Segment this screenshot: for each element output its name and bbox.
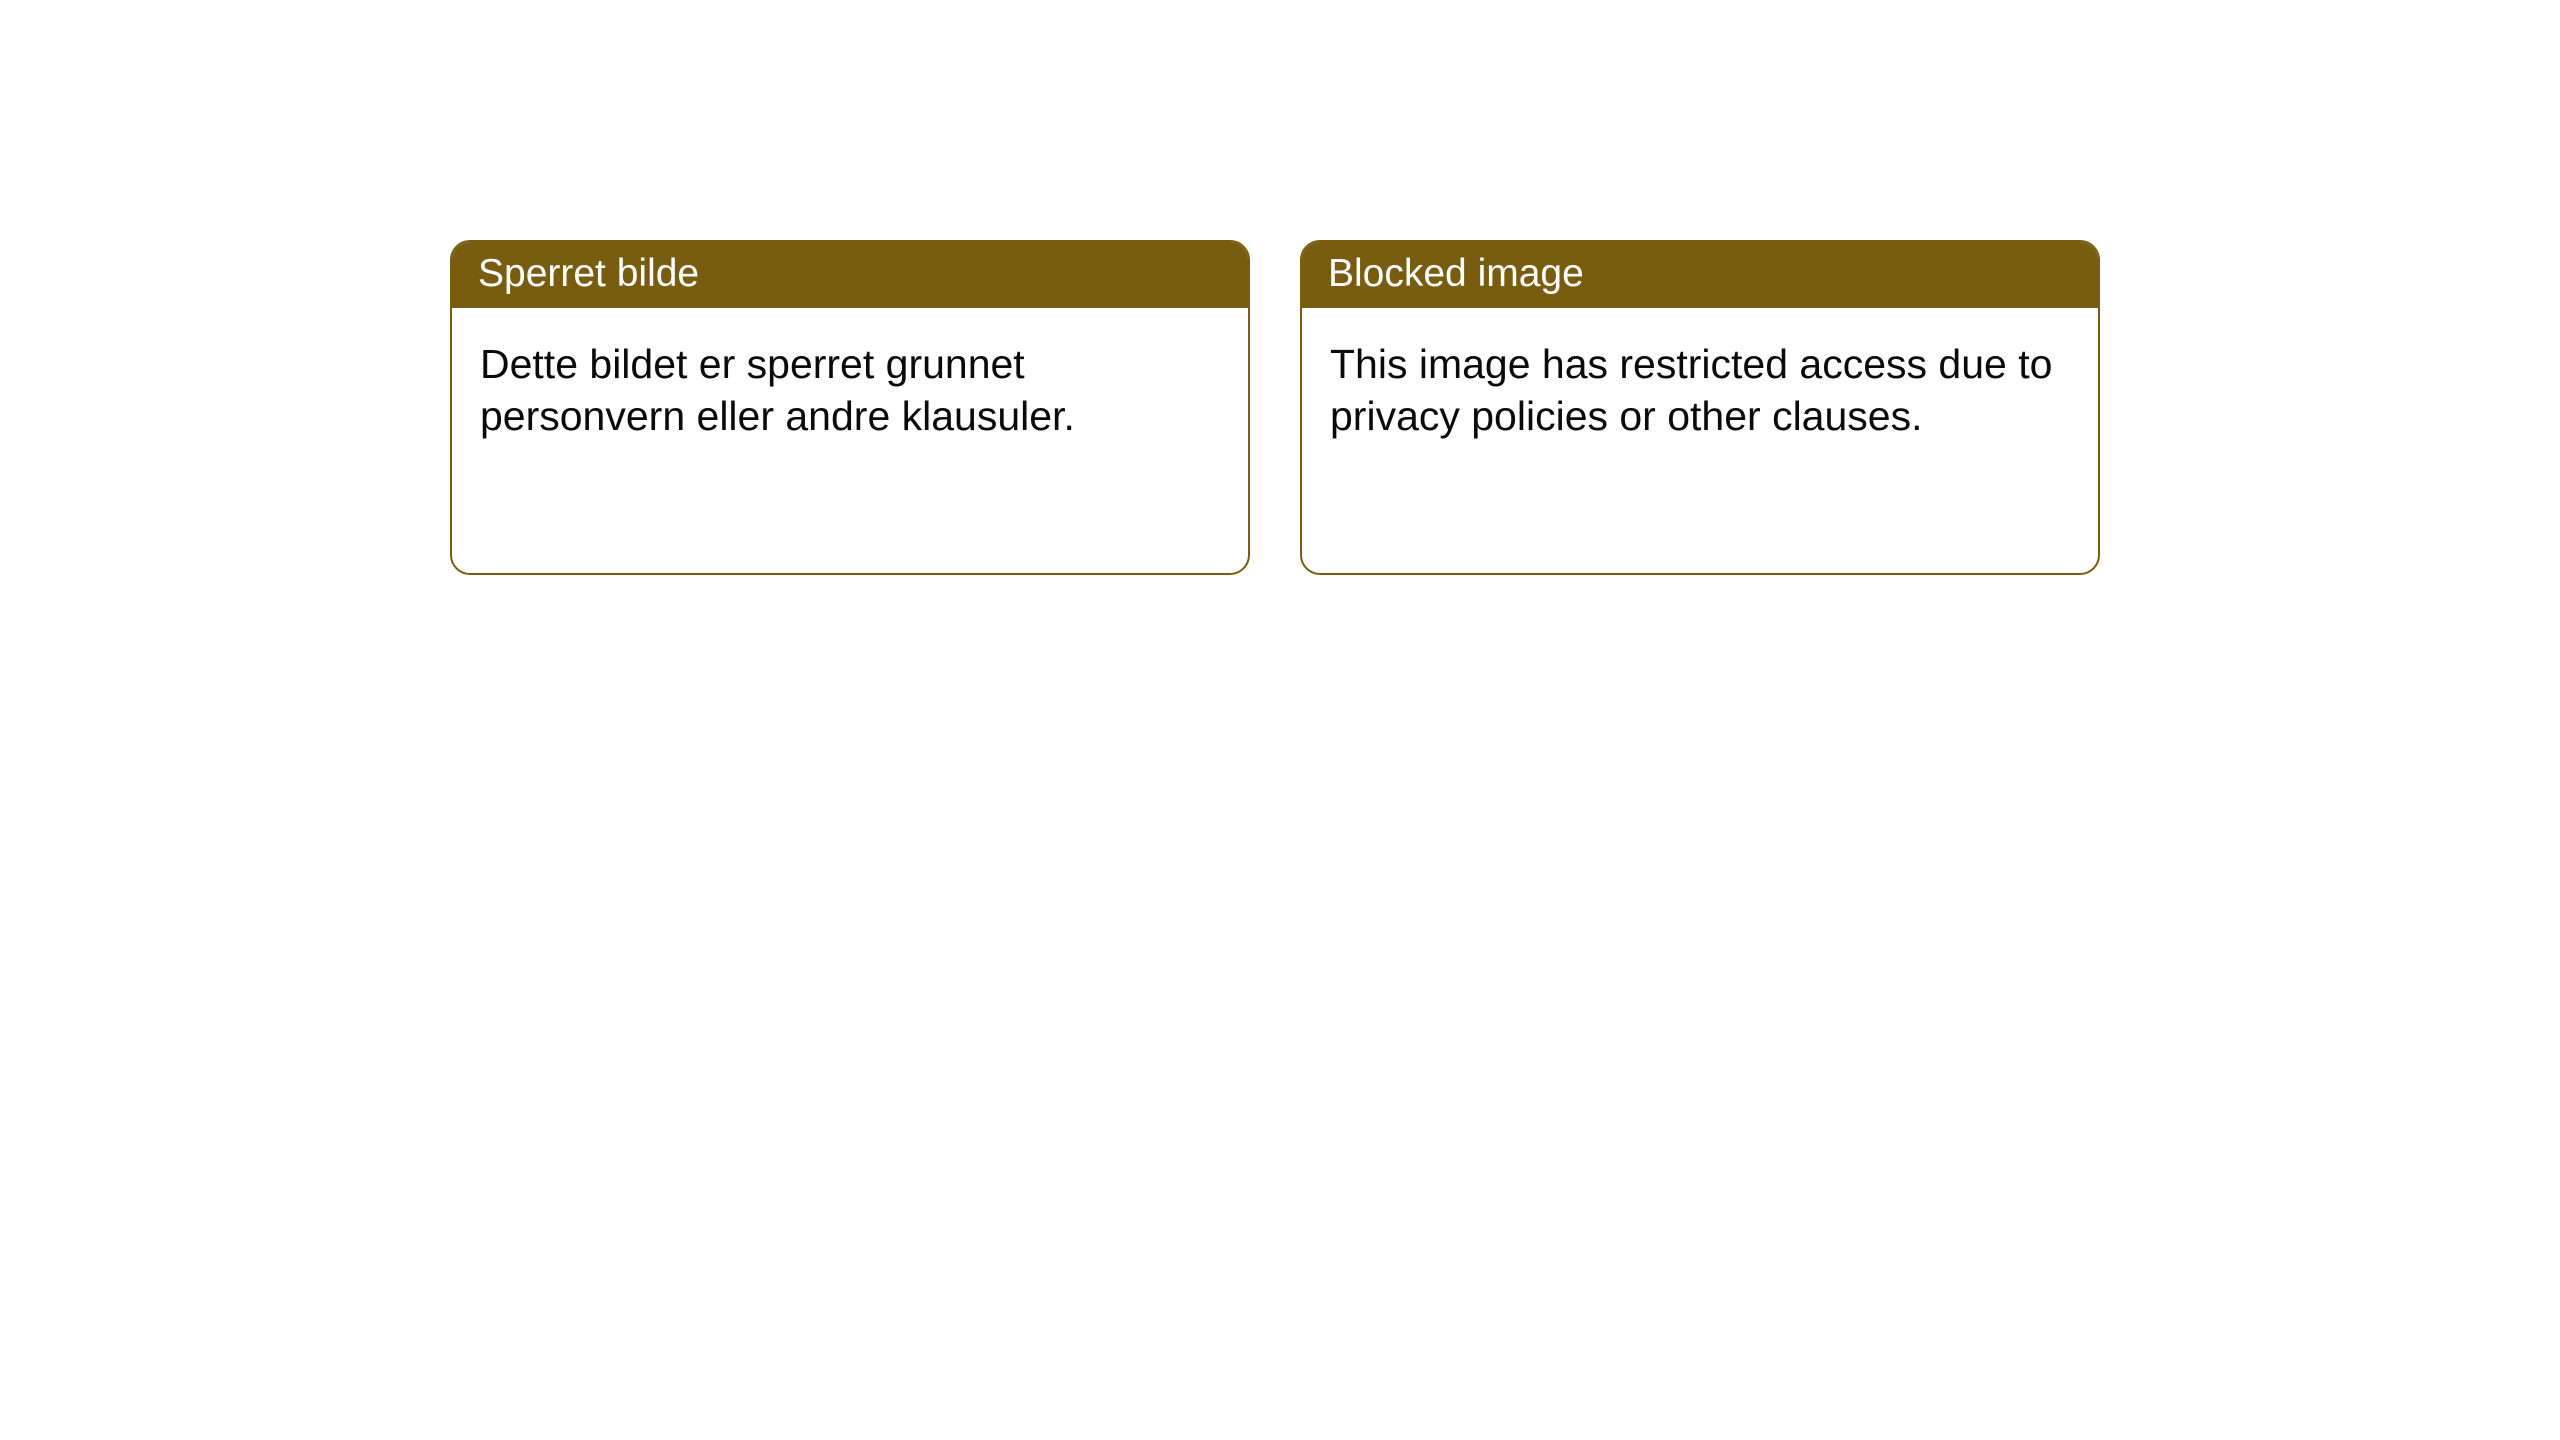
card-body: Dette bildet er sperret grunnet personve… [452,308,1248,473]
card-title: Sperret bilde [478,252,699,295]
card-title: Blocked image [1328,252,1584,295]
notice-container: Sperret bilde Dette bildet er sperret gr… [0,0,2560,575]
card-header: Sperret bilde [452,242,1248,308]
card-header: Blocked image [1302,242,2098,308]
card-body-text: This image has restricted access due to … [1330,341,2052,439]
notice-card-english: Blocked image This image has restricted … [1300,240,2100,575]
card-body-text: Dette bildet er sperret grunnet personve… [480,341,1075,439]
notice-card-norwegian: Sperret bilde Dette bildet er sperret gr… [450,240,1250,575]
card-body: This image has restricted access due to … [1302,308,2098,473]
